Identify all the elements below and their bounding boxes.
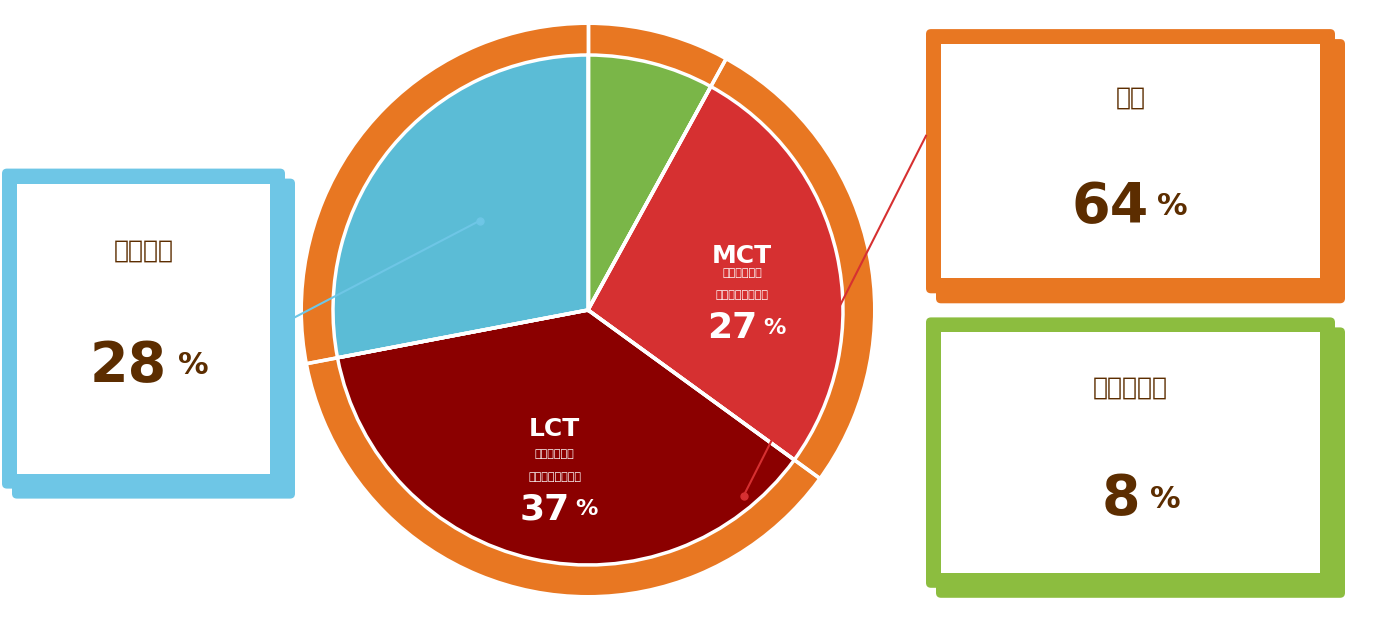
Wedge shape	[302, 25, 874, 595]
FancyBboxPatch shape	[925, 29, 1336, 293]
Text: 8: 8	[1102, 472, 1140, 526]
Text: 28: 28	[90, 339, 167, 393]
Text: たんぱく質: たんぱく質	[1093, 376, 1168, 399]
FancyBboxPatch shape	[17, 184, 270, 474]
FancyBboxPatch shape	[1, 169, 286, 489]
Wedge shape	[588, 87, 843, 460]
FancyBboxPatch shape	[925, 317, 1336, 588]
Text: MCT: MCT	[713, 244, 773, 267]
FancyBboxPatch shape	[937, 39, 1345, 303]
Text: トリグリセリド）: トリグリセリド）	[715, 291, 769, 301]
Text: %: %	[178, 352, 209, 380]
FancyBboxPatch shape	[937, 327, 1345, 598]
FancyBboxPatch shape	[13, 179, 295, 498]
Text: LCT: LCT	[529, 417, 580, 441]
Text: %: %	[575, 499, 598, 520]
Text: 27: 27	[707, 311, 757, 345]
Text: （中鎖脂肪酸: （中鎖脂肪酸	[722, 268, 762, 278]
Text: %: %	[763, 317, 785, 337]
Text: 炊水化物: 炊水化物	[113, 239, 174, 263]
Text: トリグリセリド）: トリグリセリド）	[528, 472, 581, 482]
Text: （長鎖脂肪酸: （長鎖脂肪酸	[535, 450, 574, 459]
Wedge shape	[333, 55, 588, 358]
Text: %: %	[1151, 485, 1180, 514]
Wedge shape	[337, 310, 794, 565]
Text: 64: 64	[1072, 180, 1149, 234]
Text: %: %	[1158, 192, 1187, 221]
Text: 脇質: 脇質	[1116, 86, 1145, 110]
Text: 37: 37	[519, 492, 570, 526]
FancyBboxPatch shape	[941, 332, 1320, 573]
Wedge shape	[588, 55, 711, 310]
FancyBboxPatch shape	[941, 44, 1320, 278]
